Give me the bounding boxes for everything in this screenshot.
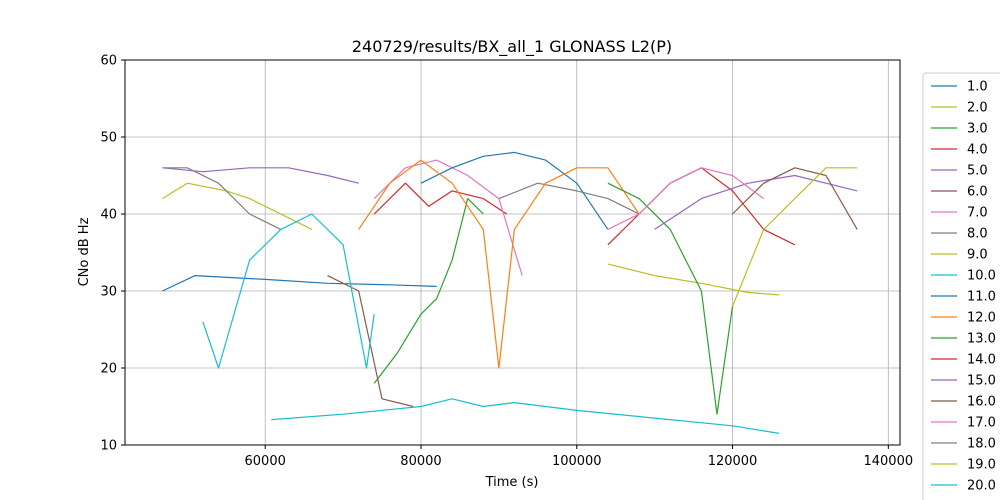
legend-label: 8.0 (967, 227, 988, 242)
x-axis-title: Time (s) (485, 475, 539, 490)
legend-label: 10.0 (967, 269, 996, 284)
x-tick-label: 80000 (400, 454, 441, 469)
legend-label: 12.0 (967, 311, 996, 326)
legend-label: 18.0 (967, 437, 996, 452)
series-line-19-0 (731, 167, 858, 307)
y-tick-label: 60 (100, 54, 117, 69)
y-axis: 10 20 30 40 50 60 (100, 54, 125, 454)
series-line-18-0 (162, 167, 282, 230)
legend-label: 17.0 (967, 416, 996, 431)
y-axis-title: CNo dB Hz (77, 217, 92, 286)
y-tick-label: 20 (100, 362, 117, 377)
legend-label: 1.0 (967, 80, 988, 95)
plot-frame (124, 59, 901, 446)
legend-label: 16.0 (967, 395, 996, 410)
chart-title: 240729/results/BX_all_1 GLONASS L2(P) (352, 37, 672, 57)
legend-label: 3.0 (967, 122, 988, 137)
series-line-9-0 (162, 182, 313, 230)
legend-label: 2.0 (967, 101, 988, 116)
legend-label: 5.0 (967, 164, 988, 179)
plot-series (162, 151, 858, 434)
legend-label: 11.0 (967, 290, 996, 305)
series-line-17-0 (607, 167, 765, 230)
legend-label: 13.0 (967, 332, 996, 347)
series-line-3-0 (373, 198, 484, 384)
x-tick-label: 140000 (863, 454, 913, 469)
x-tick-label: 120000 (708, 454, 758, 469)
legend: 1.0 2.0 3.0 4.0 5.0 6.0 7.0 8.0 9.0 10.0 11.0 12.0 1… (922, 72, 1000, 500)
y-tick-label: 40 (100, 208, 117, 223)
series-line-1-0 (162, 275, 437, 292)
x-axis: 60000 80000 100000 120000 140000 (245, 445, 913, 469)
series-line-4-0 (373, 182, 508, 215)
legend-label: 15.0 (967, 374, 996, 389)
x-tick-label: 100000 (552, 454, 602, 469)
legend-label: 20.0 (967, 479, 996, 494)
legend-label: 6.0 (967, 185, 988, 200)
series-line-2-0 (607, 263, 780, 296)
legend-frame (922, 72, 1000, 500)
y-tick-label: 10 (100, 439, 117, 454)
legend-label: 19.0 (967, 458, 996, 473)
series-line-8-0 (498, 182, 640, 215)
x-tick-label: 60000 (245, 454, 286, 469)
legend-label: 9.0 (967, 248, 988, 263)
series-line-5-0 (162, 167, 359, 184)
series-line-11-0 (420, 151, 609, 230)
legend-label: 4.0 (967, 143, 988, 158)
series-line-10-0 (271, 398, 780, 434)
series-line-13-0 (607, 182, 734, 415)
legend-label: 14.0 (967, 353, 996, 368)
series-line-14-0 (607, 167, 796, 246)
grid (125, 59, 900, 446)
series-line-7-0 (373, 159, 523, 276)
series-line-20-0 (202, 213, 375, 369)
y-tick-label: 50 (100, 131, 117, 146)
y-tick-label: 30 (100, 285, 117, 300)
legend-label: 7.0 (967, 206, 988, 221)
series-line-15-0 (654, 174, 858, 230)
series-line-16-0 (732, 167, 858, 230)
series-line-12-0 (358, 159, 640, 369)
